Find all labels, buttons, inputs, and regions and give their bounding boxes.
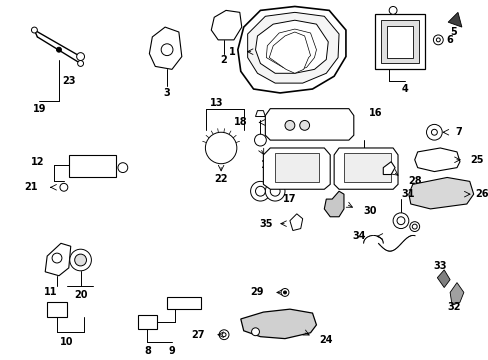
Text: 8: 8 <box>143 346 150 356</box>
Polygon shape <box>45 243 71 276</box>
Text: 32: 32 <box>447 302 460 312</box>
Circle shape <box>70 249 91 271</box>
Circle shape <box>283 291 286 294</box>
Text: 11: 11 <box>44 287 58 297</box>
Text: 33: 33 <box>433 261 446 271</box>
Polygon shape <box>247 12 338 83</box>
Circle shape <box>52 253 62 263</box>
Text: 27: 27 <box>190 330 204 340</box>
Text: 6: 6 <box>445 35 452 45</box>
Polygon shape <box>47 302 67 317</box>
Polygon shape <box>69 155 116 177</box>
Text: 29: 29 <box>249 287 263 297</box>
Text: 22: 22 <box>214 175 227 184</box>
Circle shape <box>254 134 266 146</box>
Circle shape <box>411 224 416 229</box>
Text: 1: 1 <box>229 47 235 57</box>
Circle shape <box>270 186 280 196</box>
Circle shape <box>31 27 37 33</box>
Text: 18: 18 <box>234 117 247 127</box>
Circle shape <box>251 328 259 336</box>
Circle shape <box>161 44 173 55</box>
Polygon shape <box>386 26 412 58</box>
Polygon shape <box>333 148 397 189</box>
Polygon shape <box>289 214 302 230</box>
Polygon shape <box>237 6 345 93</box>
Polygon shape <box>375 14 424 69</box>
Circle shape <box>78 60 83 66</box>
Polygon shape <box>449 283 463 305</box>
Polygon shape <box>324 191 343 217</box>
Circle shape <box>430 129 436 135</box>
Circle shape <box>392 213 408 229</box>
Circle shape <box>388 6 396 14</box>
Text: 16: 16 <box>368 108 381 118</box>
Text: 20: 20 <box>74 291 87 300</box>
Circle shape <box>299 121 309 130</box>
Polygon shape <box>408 177 473 209</box>
Circle shape <box>57 47 61 52</box>
Circle shape <box>250 181 270 201</box>
Polygon shape <box>265 109 353 140</box>
Text: 13: 13 <box>209 98 223 108</box>
Text: 10: 10 <box>60 337 73 347</box>
Text: 31: 31 <box>400 189 414 199</box>
Text: 19: 19 <box>33 104 46 114</box>
Text: 24: 24 <box>319 334 332 345</box>
Polygon shape <box>149 27 182 69</box>
Text: 2: 2 <box>220 54 227 64</box>
Polygon shape <box>275 153 319 183</box>
Circle shape <box>435 38 439 42</box>
Polygon shape <box>266 29 316 71</box>
Text: 23: 23 <box>62 76 75 86</box>
Polygon shape <box>436 270 449 288</box>
Polygon shape <box>255 20 327 73</box>
Circle shape <box>219 330 228 339</box>
Polygon shape <box>447 12 461 27</box>
Circle shape <box>409 222 419 231</box>
Circle shape <box>60 183 68 191</box>
Polygon shape <box>255 111 265 117</box>
Polygon shape <box>343 153 390 183</box>
Text: 26: 26 <box>475 189 488 199</box>
Polygon shape <box>167 297 201 309</box>
Circle shape <box>432 35 442 45</box>
Text: 5: 5 <box>450 27 456 37</box>
Circle shape <box>265 181 285 201</box>
Text: 4: 4 <box>401 84 407 94</box>
Text: 25: 25 <box>469 155 482 165</box>
Text: 14: 14 <box>273 157 286 167</box>
Text: 35: 35 <box>259 219 273 229</box>
Text: 7: 7 <box>454 127 461 137</box>
Text: 17: 17 <box>283 194 296 204</box>
Polygon shape <box>381 20 418 63</box>
Circle shape <box>426 125 441 140</box>
Circle shape <box>222 333 225 337</box>
Polygon shape <box>383 162 394 175</box>
Circle shape <box>205 132 236 164</box>
Text: 3: 3 <box>163 88 170 98</box>
Text: 28: 28 <box>407 176 421 186</box>
Text: 30: 30 <box>363 206 376 216</box>
Circle shape <box>118 163 127 172</box>
Polygon shape <box>414 148 459 172</box>
Circle shape <box>255 186 265 196</box>
Polygon shape <box>240 309 316 339</box>
Text: 34: 34 <box>351 231 365 242</box>
Polygon shape <box>269 32 310 73</box>
Polygon shape <box>137 315 157 329</box>
Polygon shape <box>263 148 329 189</box>
Text: 9: 9 <box>168 346 175 356</box>
Circle shape <box>285 121 294 130</box>
Polygon shape <box>211 10 241 40</box>
Circle shape <box>396 217 404 225</box>
Text: 12: 12 <box>31 157 44 167</box>
Text: 21: 21 <box>24 182 37 192</box>
Circle shape <box>281 288 288 296</box>
Circle shape <box>75 254 86 266</box>
Circle shape <box>77 53 84 60</box>
Text: 15: 15 <box>260 160 273 170</box>
